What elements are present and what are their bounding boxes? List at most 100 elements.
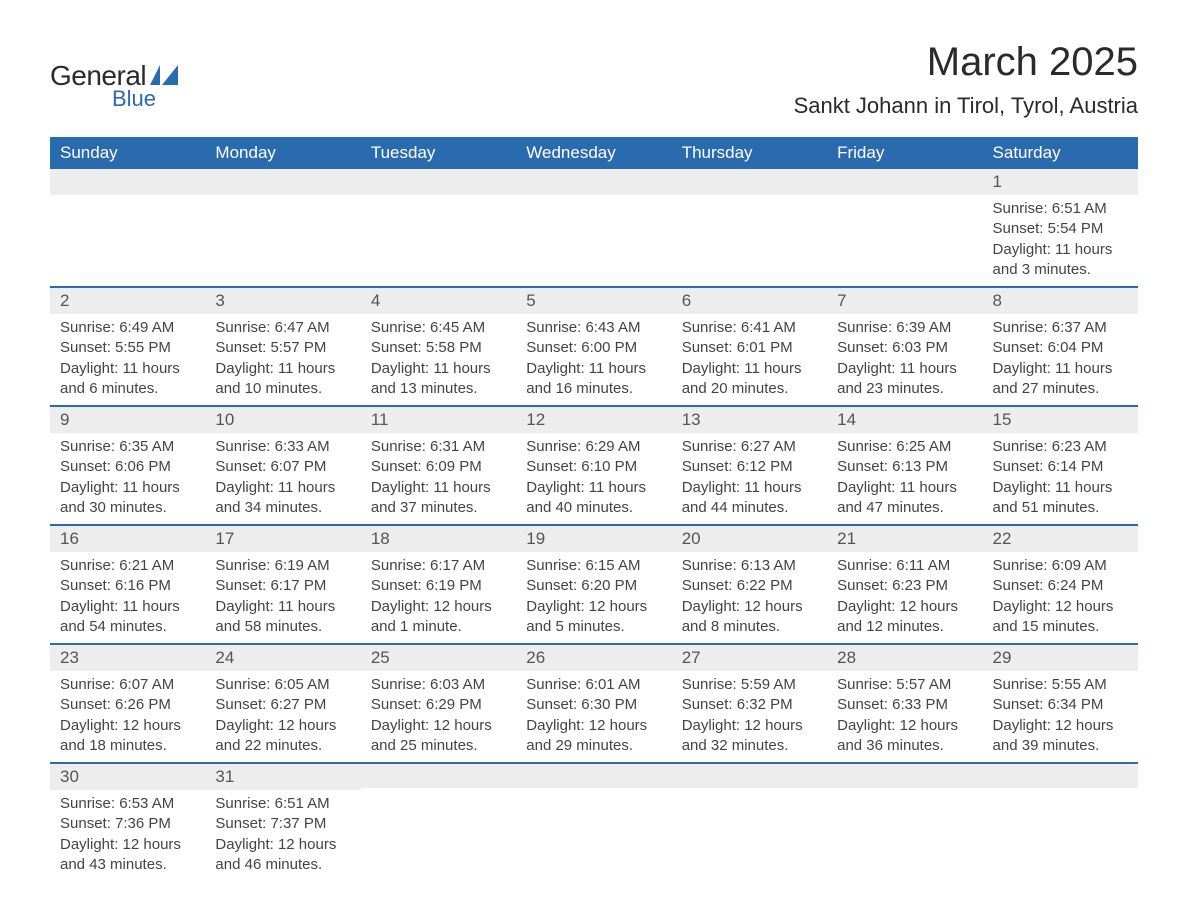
day-number: 27 [672,643,827,671]
calendar-week-row: 23Sunrise: 6:07 AMSunset: 6:26 PMDayligh… [50,643,1138,762]
calendar-day-cell: 28Sunrise: 5:57 AMSunset: 6:33 PMDayligh… [827,643,982,762]
calendar-day-cell: 15Sunrise: 6:23 AMSunset: 6:14 PMDayligh… [983,405,1138,524]
daylight-text: Daylight: 11 hours and 54 minutes. [60,597,195,638]
sunset-text: Sunset: 6:23 PM [837,576,972,596]
day-details: Sunrise: 6:09 AMSunset: 6:24 PMDaylight:… [983,552,1138,643]
sunrise-text: Sunrise: 6:53 AM [60,794,195,814]
sunset-text: Sunset: 5:54 PM [993,219,1128,239]
daylight-text: Daylight: 12 hours and 15 minutes. [993,597,1128,638]
daylight-text: Daylight: 12 hours and 29 minutes. [526,716,661,757]
day-number: 21 [827,524,982,552]
day-details [50,195,205,215]
daylight-text: Daylight: 11 hours and 44 minutes. [682,478,817,519]
calendar-day-cell: 20Sunrise: 6:13 AMSunset: 6:22 PMDayligh… [672,524,827,643]
sunrise-text: Sunrise: 5:59 AM [682,675,817,695]
sunrise-text: Sunrise: 6:21 AM [60,556,195,576]
day-details: Sunrise: 6:37 AMSunset: 6:04 PMDaylight:… [983,314,1138,405]
calendar-day-cell: 13Sunrise: 6:27 AMSunset: 6:12 PMDayligh… [672,405,827,524]
calendar-day-cell [827,762,982,881]
day-number [672,169,827,195]
day-number: 24 [205,643,360,671]
day-number [827,169,982,195]
day-details: Sunrise: 6:33 AMSunset: 6:07 PMDaylight:… [205,433,360,524]
day-number: 3 [205,286,360,314]
calendar-week-row: 30Sunrise: 6:53 AMSunset: 7:36 PMDayligh… [50,762,1138,881]
sunrise-text: Sunrise: 6:35 AM [60,437,195,457]
sunrise-text: Sunrise: 6:31 AM [371,437,506,457]
calendar-day-cell: 21Sunrise: 6:11 AMSunset: 6:23 PMDayligh… [827,524,982,643]
daylight-text: Daylight: 11 hours and 10 minutes. [215,359,350,400]
sunrise-text: Sunrise: 6:51 AM [993,199,1128,219]
daylight-text: Daylight: 12 hours and 18 minutes. [60,716,195,757]
daylight-text: Daylight: 11 hours and 13 minutes. [371,359,506,400]
sunrise-text: Sunrise: 6:27 AM [682,437,817,457]
day-details: Sunrise: 6:19 AMSunset: 6:17 PMDaylight:… [205,552,360,643]
day-number: 29 [983,643,1138,671]
day-details: Sunrise: 5:57 AMSunset: 6:33 PMDaylight:… [827,671,982,762]
day-details [516,195,671,215]
day-number: 26 [516,643,671,671]
day-number: 22 [983,524,1138,552]
day-details: Sunrise: 6:49 AMSunset: 5:55 PMDaylight:… [50,314,205,405]
calendar-day-cell: 6Sunrise: 6:41 AMSunset: 6:01 PMDaylight… [672,286,827,405]
day-number: 6 [672,286,827,314]
sunrise-text: Sunrise: 6:19 AM [215,556,350,576]
sunset-text: Sunset: 6:13 PM [837,457,972,477]
daylight-text: Daylight: 11 hours and 23 minutes. [837,359,972,400]
sunset-text: Sunset: 6:16 PM [60,576,195,596]
day-number: 14 [827,405,982,433]
sunrise-text: Sunrise: 6:01 AM [526,675,661,695]
day-number: 23 [50,643,205,671]
logo-sail-icon [150,65,178,85]
calendar-day-cell [672,762,827,881]
sunset-text: Sunset: 6:19 PM [371,576,506,596]
calendar-day-cell: 11Sunrise: 6:31 AMSunset: 6:09 PMDayligh… [361,405,516,524]
sunrise-text: Sunrise: 6:37 AM [993,318,1128,338]
day-details: Sunrise: 6:41 AMSunset: 6:01 PMDaylight:… [672,314,827,405]
daylight-text: Daylight: 12 hours and 25 minutes. [371,716,506,757]
daylight-text: Daylight: 12 hours and 12 minutes. [837,597,972,638]
day-number: 7 [827,286,982,314]
sunset-text: Sunset: 6:10 PM [526,457,661,477]
calendar-day-cell [672,169,827,286]
day-details: Sunrise: 6:45 AMSunset: 5:58 PMDaylight:… [361,314,516,405]
sunrise-text: Sunrise: 6:43 AM [526,318,661,338]
day-number: 2 [50,286,205,314]
calendar-week-row: 2Sunrise: 6:49 AMSunset: 5:55 PMDaylight… [50,286,1138,405]
day-details: Sunrise: 5:59 AMSunset: 6:32 PMDaylight:… [672,671,827,762]
daylight-text: Daylight: 11 hours and 16 minutes. [526,359,661,400]
calendar-day-cell: 27Sunrise: 5:59 AMSunset: 6:32 PMDayligh… [672,643,827,762]
weekday-header: Friday [827,137,982,169]
sunset-text: Sunset: 6:00 PM [526,338,661,358]
day-number: 31 [205,762,360,790]
day-details [827,788,982,808]
day-number: 4 [361,286,516,314]
weekday-header: Thursday [672,137,827,169]
daylight-text: Daylight: 12 hours and 8 minutes. [682,597,817,638]
sunrise-text: Sunrise: 6:33 AM [215,437,350,457]
calendar-table: Sunday Monday Tuesday Wednesday Thursday… [50,137,1138,881]
sunrise-text: Sunrise: 6:05 AM [215,675,350,695]
day-number: 5 [516,286,671,314]
sunset-text: Sunset: 6:06 PM [60,457,195,477]
day-details: Sunrise: 5:55 AMSunset: 6:34 PMDaylight:… [983,671,1138,762]
daylight-text: Daylight: 11 hours and 6 minutes. [60,359,195,400]
day-details: Sunrise: 6:51 AMSunset: 5:54 PMDaylight:… [983,195,1138,286]
sunset-text: Sunset: 6:27 PM [215,695,350,715]
sunset-text: Sunset: 6:24 PM [993,576,1128,596]
day-details: Sunrise: 6:35 AMSunset: 6:06 PMDaylight:… [50,433,205,524]
day-details: Sunrise: 6:25 AMSunset: 6:13 PMDaylight:… [827,433,982,524]
day-number: 30 [50,762,205,790]
sunrise-text: Sunrise: 6:25 AM [837,437,972,457]
day-details [983,788,1138,808]
day-number: 25 [361,643,516,671]
calendar-day-cell: 12Sunrise: 6:29 AMSunset: 6:10 PMDayligh… [516,405,671,524]
calendar-day-cell: 10Sunrise: 6:33 AMSunset: 6:07 PMDayligh… [205,405,360,524]
weekday-header: Wednesday [516,137,671,169]
calendar-day-cell: 24Sunrise: 6:05 AMSunset: 6:27 PMDayligh… [205,643,360,762]
calendar-day-cell [827,169,982,286]
sunset-text: Sunset: 5:55 PM [60,338,195,358]
day-details: Sunrise: 6:03 AMSunset: 6:29 PMDaylight:… [361,671,516,762]
daylight-text: Daylight: 12 hours and 39 minutes. [993,716,1128,757]
daylight-text: Daylight: 12 hours and 1 minute. [371,597,506,638]
